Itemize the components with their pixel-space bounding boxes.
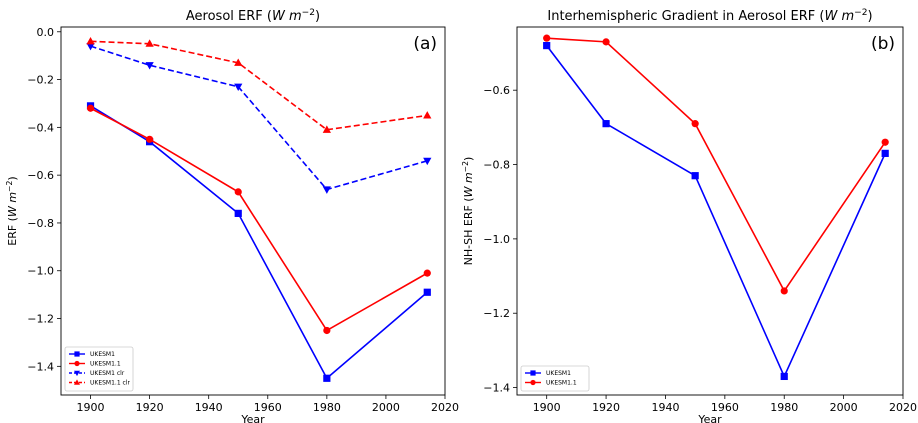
legend-box [520,365,590,392]
x-tick-label: 2000 [830,401,858,414]
data-point [691,120,699,128]
y-tick-label: −1.4 [27,360,54,373]
x-tick-label: 1980 [770,401,798,414]
legend-marker [74,370,80,377]
series-ukesm1 [543,41,889,381]
y-tick-label: −0.6 [27,169,54,182]
data-point [602,120,610,128]
data-point [86,43,95,51]
data-point [322,125,331,133]
y-tick-label: −1.4 [483,382,510,395]
chart-title: Aerosol ERF (W m−2) [186,8,320,24]
data-point [86,37,95,45]
y-tick-label: −1.2 [483,307,510,320]
data-point [234,58,243,66]
data-point [146,135,154,143]
y-axis-label: ERF (W m−2) [5,176,20,245]
legend-box [64,346,134,392]
y-tick-label: −1.0 [27,265,54,278]
data-point [323,326,331,335]
series-line [90,107,428,332]
x-axis-label: Year [240,413,265,423]
x-tick-label: 1920 [136,401,164,414]
panel-a: 1900 1920 1940 1960 1980 2000 2020 0.0 −0.2 −0.4 −… [5,8,460,423]
series-ukesm1 [86,102,431,382]
legend-label: UKESM1.1 [90,361,121,368]
data-point [691,172,699,180]
x-tick-label: 1920 [592,401,620,414]
data-point [323,374,331,382]
data-point [881,138,889,146]
data-point [322,186,331,194]
y-tick-label: −1.2 [27,313,54,326]
data-point [780,372,788,381]
y-tick-label: −0.6 [483,84,510,97]
data-point [543,41,551,50]
x-axis-label: Year [697,413,722,423]
legend-label: UKESM1.1 [546,380,577,387]
data-point [423,157,432,166]
plot-frame [60,26,446,396]
y-tick-label: −1.0 [483,233,510,246]
series-line [546,37,886,293]
legend: UKESM1 UKESM1.1 UKESM1 clr UKESM1.1 clr [64,346,134,392]
y-tick-label: 0.0 [37,26,55,39]
y-tick-label: −0.8 [27,217,54,230]
data-point [145,62,154,70]
y-tick-label: −0.2 [27,74,54,87]
legend-marker [74,351,80,357]
legend-marker [530,379,536,386]
data-point [423,269,431,277]
x-tick-label: 1900 [77,401,105,414]
y-tick-label: −0.4 [27,121,54,134]
legend-label: UKESM1 [90,351,115,358]
x-tick-label: 2020 [431,401,459,414]
legend-label: UKESM1 [546,370,571,377]
legend-marker [74,379,80,385]
data-point [881,149,889,157]
series-ukesm1-1 [86,104,431,335]
series-ukesm1-clr [86,43,432,194]
panel-b: 1900 1920 1940 1960 1980 2000 2020 −0.6 −0.8 −1.0… [461,8,918,423]
data-point [543,34,551,42]
data-point [423,111,432,119]
chart-title: Interhemispheric Gradient in Aerosol ERF… [547,8,872,24]
y-tick-label: −0.8 [483,159,510,172]
series-line [90,45,428,191]
data-point [780,287,788,295]
y-axis-label: NH-SH ERF (W m−2) [461,157,476,266]
series-line [90,105,428,380]
x-tick-label: 1960 [254,401,282,414]
legend-label: UKESM1.1 clr [90,380,131,387]
data-point [86,104,95,112]
legend-label: UKESM1 clr [90,370,125,377]
data-point [234,83,243,92]
series-ukesm1-1 [543,34,889,295]
x-tick-label: 2020 [889,401,917,414]
data-point [234,209,242,217]
plot-frame [516,26,904,396]
data-point [423,288,431,296]
data-point [145,39,154,47]
series-line [546,45,886,379]
x-tick-label: 2000 [372,401,400,414]
x-tick-label: 1940 [651,401,679,414]
legend: UKESM1 UKESM1.1 [520,365,590,392]
panel-label: (b) [871,34,895,54]
x-tick-label: 1940 [195,401,223,414]
series-ukesm1-1-clr [86,37,432,133]
x-tick-label: 1980 [313,401,341,414]
data-point [234,188,242,196]
series-line [90,40,428,131]
data-point [602,38,610,46]
x-tick-label: 1960 [711,401,739,414]
panel-label: (a) [413,34,437,54]
x-tick-label: 1900 [533,401,561,414]
legend-marker [530,370,536,376]
legend-marker [74,360,80,367]
